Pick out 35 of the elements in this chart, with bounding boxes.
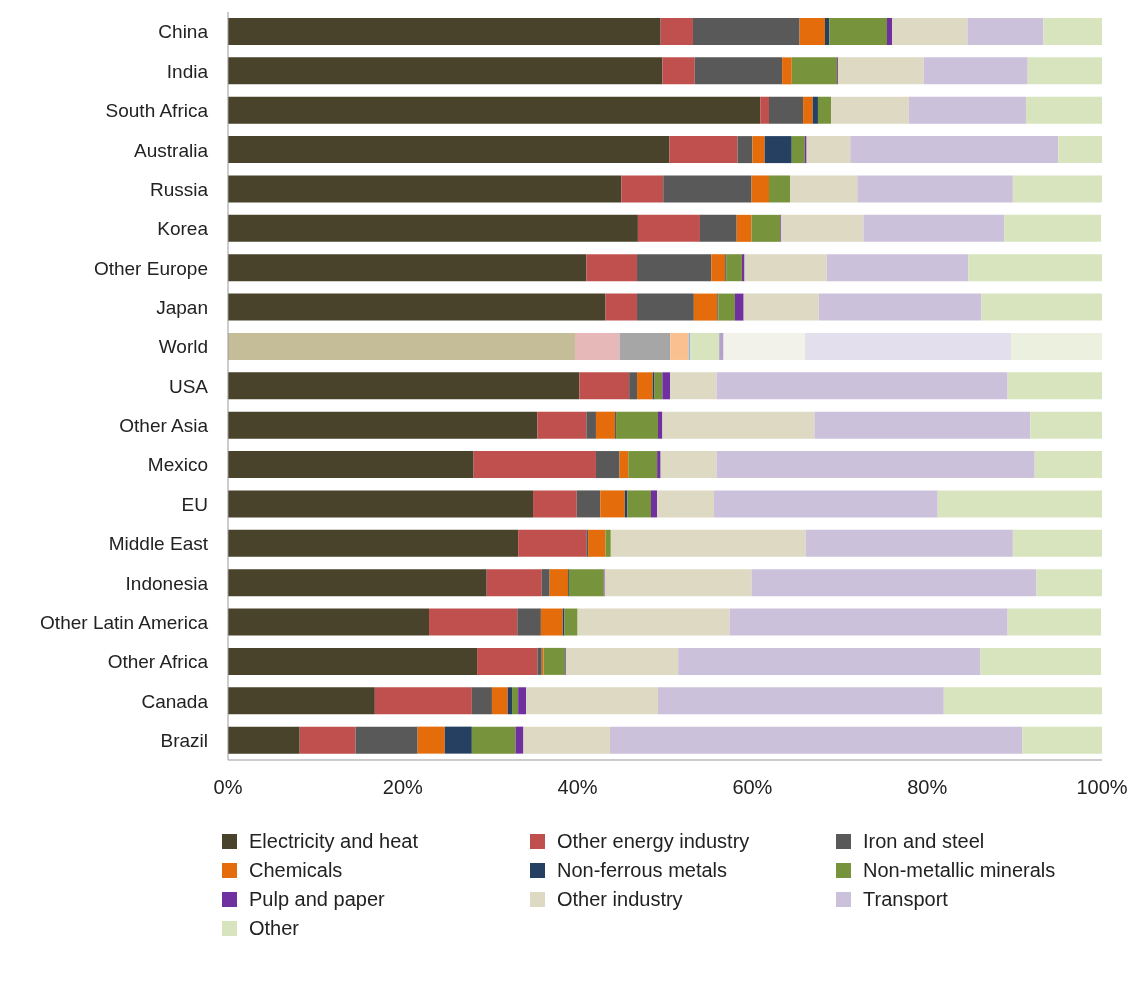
- y-tick-label: Other Europe: [93, 257, 208, 279]
- y-tick-label: Mexico: [147, 454, 208, 476]
- y-tick-label: Brazil: [160, 730, 208, 752]
- y-tick-label: Other Africa: [107, 651, 209, 673]
- y-tick-label: South Africa: [105, 100, 209, 122]
- legend-label: Non-ferrous metals: [557, 859, 728, 882]
- x-tick-label: 0%: [213, 776, 243, 799]
- legend-label: Chemicals: [249, 859, 343, 882]
- y-tick-label: World: [158, 336, 208, 358]
- legend-label: Other industry: [557, 888, 683, 911]
- y-tick-label: Middle East: [108, 533, 209, 555]
- y-tick-label: Other Latin America: [40, 611, 209, 633]
- legend-label: Electricity and heat: [249, 830, 418, 853]
- y-tick-label: Indonesia: [125, 572, 209, 594]
- y-tick-label: Korea: [157, 218, 209, 240]
- y-tick-label: Australia: [134, 139, 209, 161]
- x-tick-label: 100%: [1076, 776, 1128, 799]
- y-tick-label: EU: [181, 493, 208, 515]
- legend-label: Iron and steel: [863, 830, 985, 853]
- legend-label: Other: [249, 917, 300, 940]
- y-tick-label: Canada: [141, 690, 209, 712]
- y-tick-label: Other Asia: [119, 415, 209, 437]
- x-tick-label: 20%: [382, 776, 424, 799]
- y-tick-label: Japan: [156, 297, 208, 319]
- legend-label: Other energy industry: [557, 830, 750, 853]
- y-tick-label: USA: [168, 375, 209, 397]
- x-tick-label: 80%: [907, 776, 948, 799]
- x-tick-label: 60%: [732, 776, 773, 799]
- y-tick-label: China: [158, 21, 209, 43]
- legend-label: Non-metallic minerals: [863, 859, 1056, 882]
- legend-label: Transport: [863, 888, 948, 911]
- y-tick-label: Russia: [149, 178, 209, 200]
- x-tick-label: 40%: [557, 776, 598, 799]
- y-tick-label: India: [166, 60, 209, 82]
- legend-label: Pulp and paper: [249, 888, 385, 911]
